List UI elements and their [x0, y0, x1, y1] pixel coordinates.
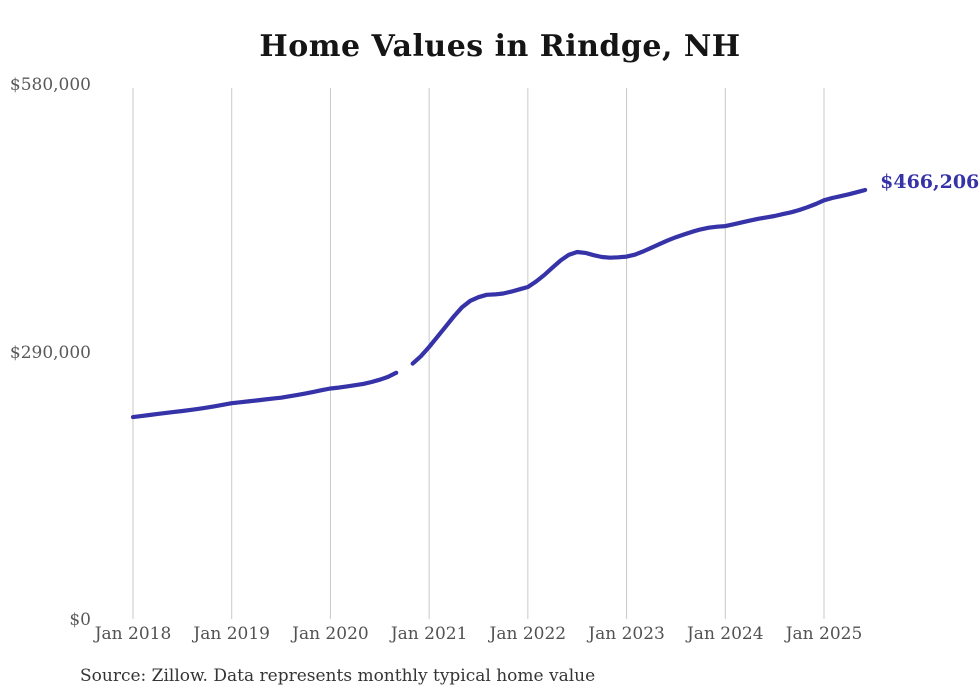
year-gridlines: [132, 88, 825, 619]
value-line-segment: [130, 370, 399, 420]
x-tick-label: Jan 2025: [785, 624, 863, 644]
home-value-line: [130, 187, 868, 420]
source-note: Source: Zillow. Data represents monthly …: [80, 666, 596, 686]
x-tick-label: Jan 2020: [292, 624, 369, 644]
x-tick-label: Jan 2018: [94, 624, 172, 644]
x-tick-label: Jan 2022: [489, 624, 567, 644]
x-tick-label: Jan 2024: [686, 624, 764, 644]
latest-value-label: $466,206: [880, 170, 980, 193]
y-tick-label: $0: [69, 610, 91, 630]
x-tick-label: Jan 2023: [588, 624, 665, 644]
x-tick-label: Jan 2019: [193, 624, 270, 644]
chart-title: Home Values in Rindge, NH: [259, 29, 741, 64]
value-line-segment: [410, 187, 868, 366]
y-tick-label: $580,000: [9, 75, 91, 95]
y-tick-label: $290,000: [9, 342, 91, 363]
x-tick-label: Jan 2021: [390, 624, 468, 644]
